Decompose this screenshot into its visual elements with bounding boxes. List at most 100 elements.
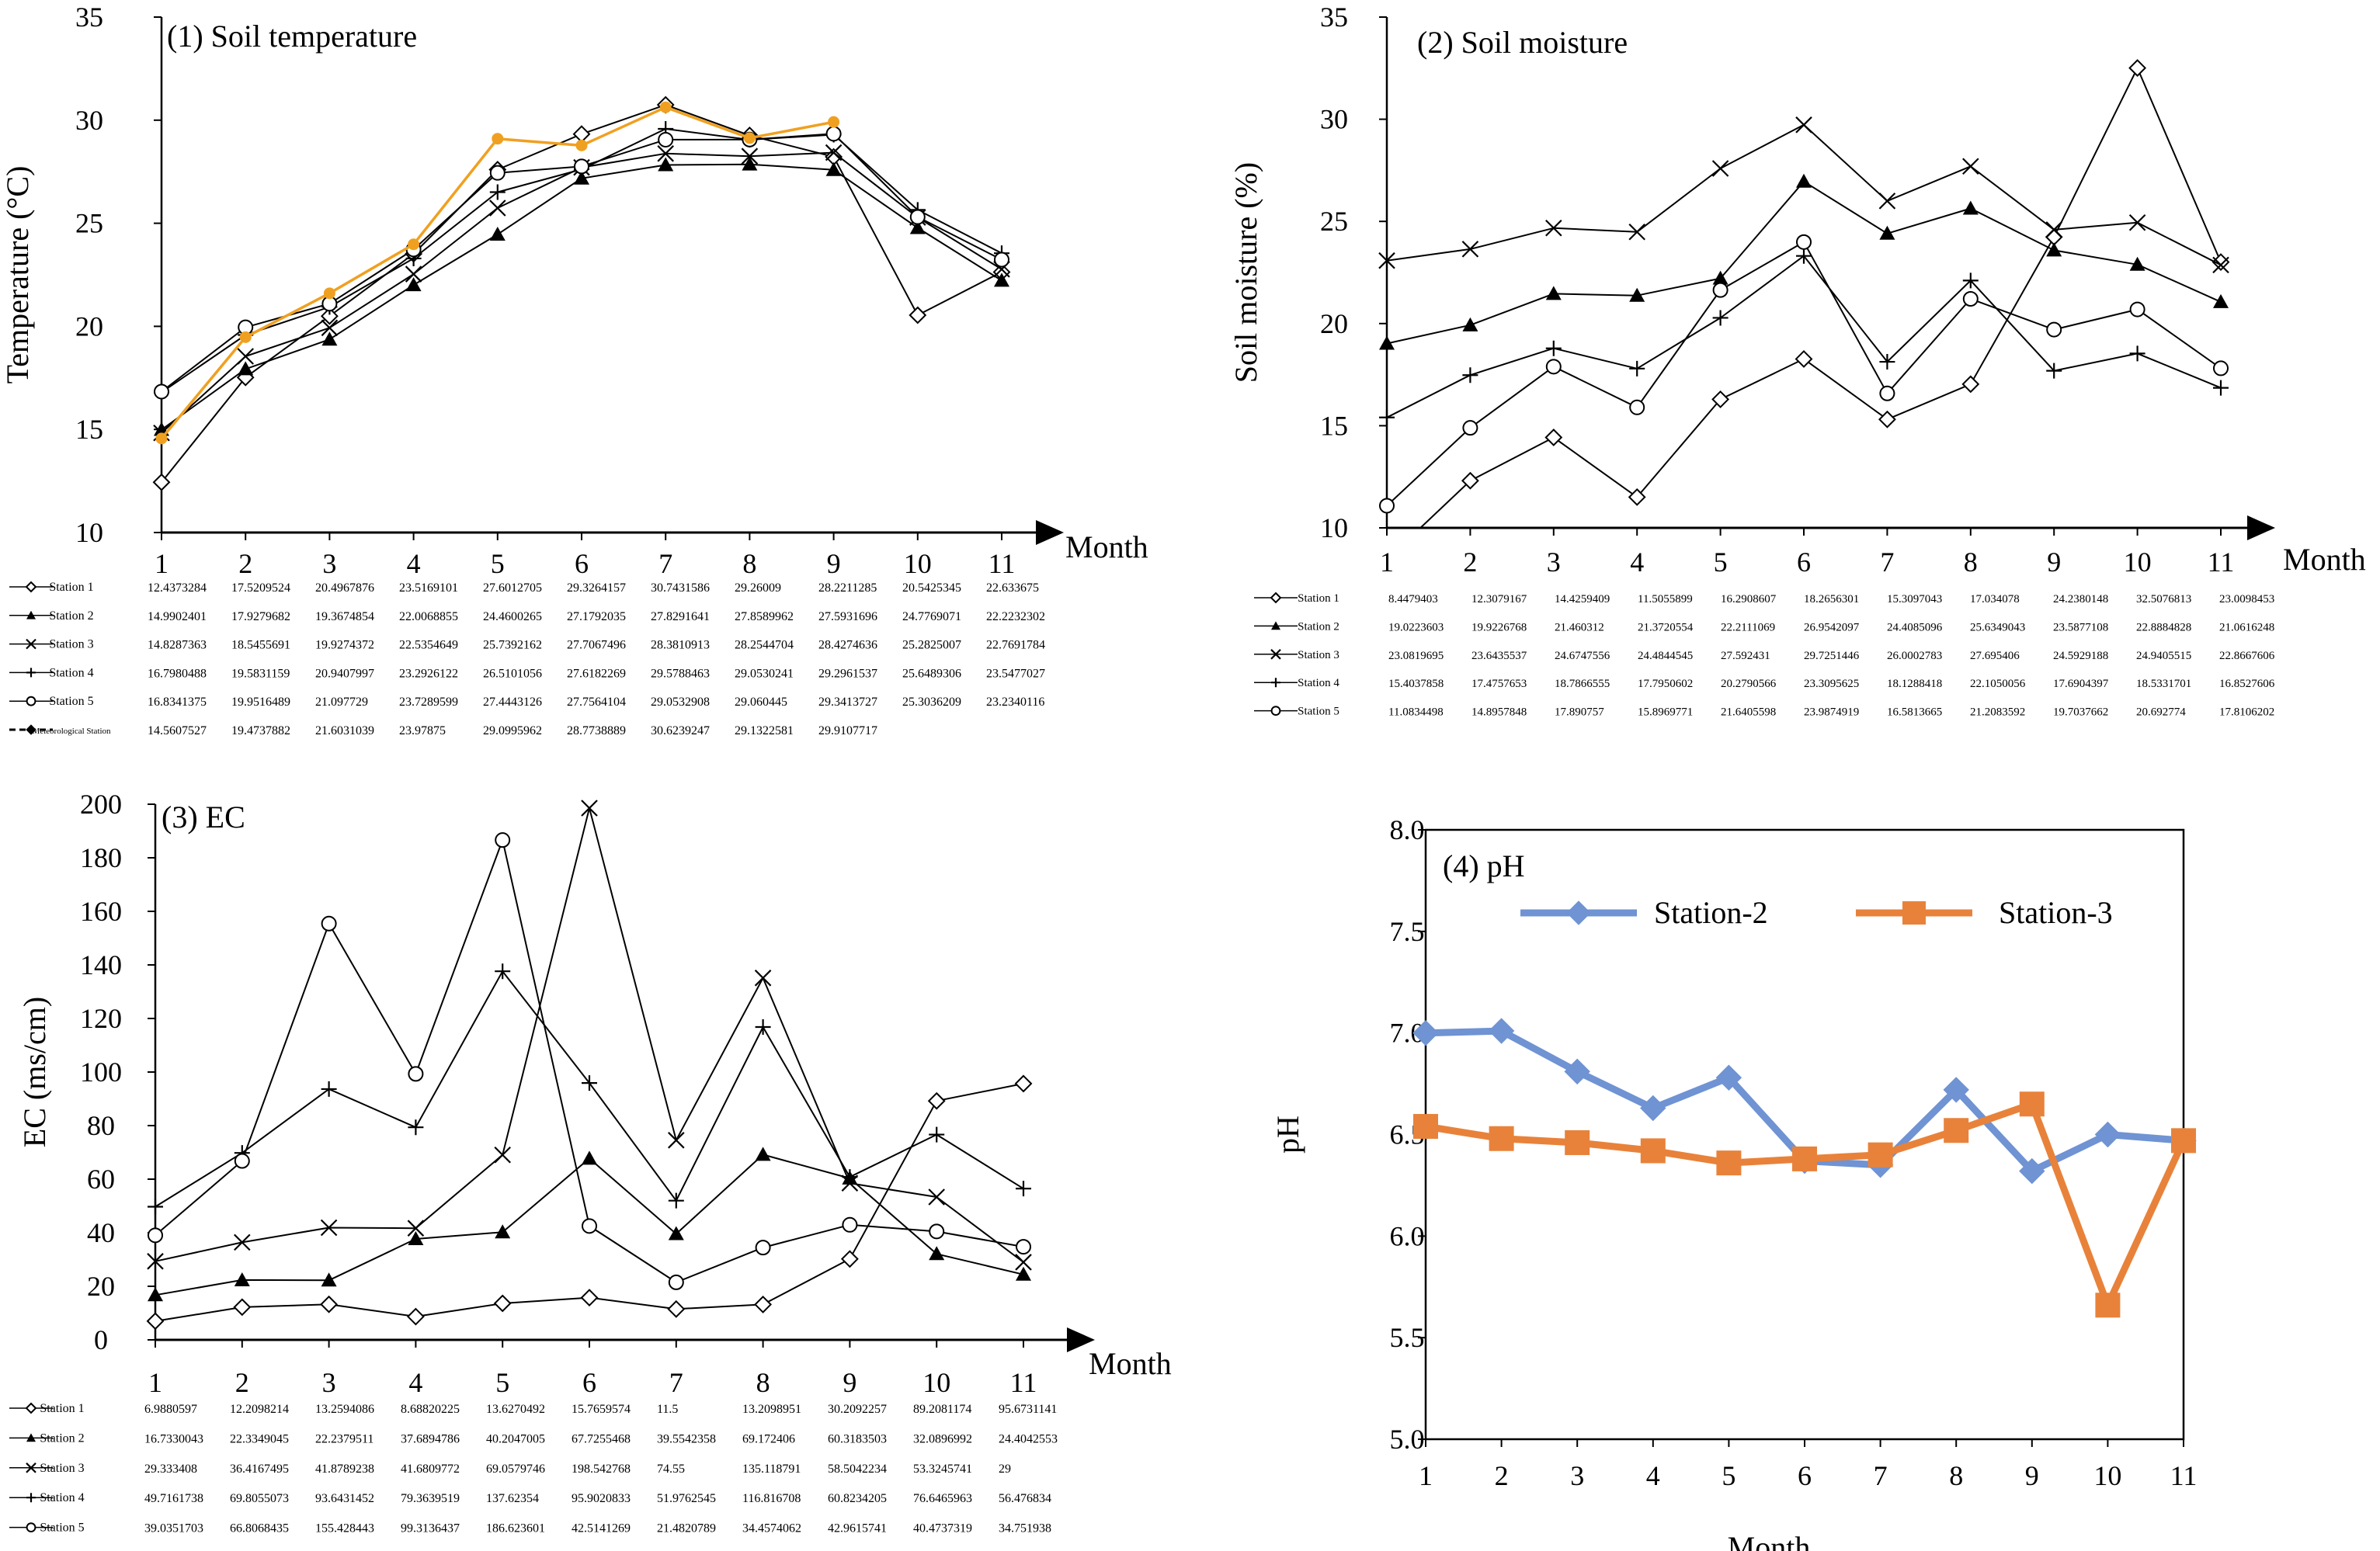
data-point bbox=[1014, 1074, 1033, 1093]
data-point bbox=[406, 1307, 425, 1326]
table-cell: 27.8589962 bbox=[735, 610, 794, 623]
data-point bbox=[494, 1146, 511, 1164]
table-cell: 15.8969771 bbox=[1638, 706, 1693, 719]
data-point bbox=[1545, 359, 1562, 375]
table-cell: 22.633675 bbox=[986, 581, 1039, 595]
data-point bbox=[658, 131, 674, 147]
x-tick-label: 4 bbox=[408, 1367, 422, 1398]
x-tick-label: 10 bbox=[922, 1367, 950, 1398]
table-cell: 41.8789238 bbox=[315, 1463, 374, 1476]
table-cell: 25.3036209 bbox=[902, 696, 961, 709]
table-cell: 23.97875 bbox=[399, 724, 446, 737]
y-tick-label: 15 bbox=[75, 414, 103, 445]
x-tick-label: 1 bbox=[1380, 546, 1394, 578]
y-tick-label: 30 bbox=[75, 105, 103, 136]
table-cell: 21.4820789 bbox=[657, 1522, 716, 1535]
data-point bbox=[1879, 225, 1895, 240]
table-cell: 39.5542358 bbox=[657, 1432, 716, 1445]
data-point bbox=[1461, 241, 1479, 258]
data-point bbox=[492, 133, 504, 145]
data-point bbox=[1489, 1126, 1514, 1151]
table-cell: 28.7738889 bbox=[567, 724, 626, 737]
data-point bbox=[147, 1253, 164, 1270]
x-tick-label: 2 bbox=[1495, 1460, 1509, 1491]
table-legend-marker bbox=[26, 610, 36, 619]
data-point bbox=[1629, 360, 1645, 376]
data-point bbox=[1545, 286, 1562, 300]
table-series-name: Station 2 bbox=[40, 1431, 84, 1445]
data-point bbox=[929, 1126, 945, 1143]
table-cell: 23.7289599 bbox=[399, 696, 458, 709]
y-axis-label: Temperature (°C) bbox=[0, 166, 35, 384]
data-point bbox=[323, 287, 335, 300]
x-tick-label: 6 bbox=[1797, 546, 1811, 578]
x-tick-label: 9 bbox=[827, 548, 841, 579]
table-row: Station 5 11.0834498 14.8957848 17.890757 15… bbox=[1254, 706, 2274, 719]
data-point bbox=[1796, 173, 1812, 188]
table-cell: 21.3720554 bbox=[1638, 621, 1694, 633]
y-tick-label: 60 bbox=[87, 1164, 115, 1195]
legend-marker bbox=[1566, 900, 1591, 925]
data-point bbox=[1796, 248, 1812, 264]
data-point bbox=[582, 1075, 597, 1091]
table-cell: 29.9107717 bbox=[818, 724, 877, 737]
chart-title: (4) pH bbox=[1443, 848, 1525, 883]
table-cell: 36.4167495 bbox=[230, 1463, 289, 1476]
table-cell: 69.8055073 bbox=[230, 1492, 289, 1505]
table-cell: 24.4042553 bbox=[999, 1432, 1058, 1445]
data-point bbox=[495, 832, 511, 848]
series-line bbox=[1425, 1100, 2187, 1309]
table-cell: 11.5 bbox=[657, 1403, 678, 1416]
table-cell: 19.4737882 bbox=[231, 724, 290, 737]
table-cell: 69.0579746 bbox=[486, 1463, 545, 1476]
x-tick-label: 2 bbox=[238, 548, 252, 579]
table-legend-marker bbox=[26, 1433, 36, 1442]
data-point bbox=[1629, 399, 1645, 415]
y-tick-label: 200 bbox=[80, 789, 122, 820]
series-5 bbox=[154, 126, 1009, 400]
data-point bbox=[929, 1223, 945, 1240]
data-point bbox=[574, 170, 589, 185]
data-point bbox=[1961, 375, 1980, 394]
table-cell: 28.4274636 bbox=[818, 639, 877, 652]
data-point bbox=[495, 963, 511, 980]
table-row: Station 4 15.4037858 17.4757653 18.7866555 1… bbox=[1254, 677, 2275, 690]
table-cell: 27.4443126 bbox=[483, 696, 542, 709]
table-cell: 49.7161738 bbox=[144, 1492, 203, 1505]
data-point bbox=[1628, 223, 1645, 241]
data-point bbox=[994, 272, 1009, 287]
x-tick-label: 8 bbox=[742, 548, 756, 579]
table-row: Station 2 19.0223603 19.9226768 21.460312 21… bbox=[1254, 620, 2274, 633]
data-point bbox=[909, 220, 926, 234]
data-point bbox=[1879, 354, 1895, 370]
table-series-name: Station 2 bbox=[1298, 620, 1339, 633]
x-tick-label: 9 bbox=[843, 1367, 856, 1398]
data-point bbox=[405, 277, 422, 292]
table-series-name: Meteorological Station bbox=[32, 727, 111, 736]
series-1 bbox=[1419, 59, 2230, 528]
data-point bbox=[1565, 1129, 1590, 1155]
table-cell: 18.5455691 bbox=[231, 639, 290, 652]
data-point bbox=[1379, 498, 1395, 514]
table-cell: 12.4373284 bbox=[148, 581, 207, 595]
x-tick-label: 5 bbox=[1714, 546, 1728, 578]
table-cell: 20.9407997 bbox=[315, 667, 374, 680]
y-tick-label: 20 bbox=[75, 311, 103, 342]
y-tick-label: 20 bbox=[1320, 308, 1348, 339]
x-tick-label: 6 bbox=[1798, 1460, 1812, 1491]
data-point bbox=[755, 1147, 771, 1161]
x-tick-label: 8 bbox=[1964, 546, 1978, 578]
table-cell: 60.8234205 bbox=[828, 1492, 887, 1505]
table-cell: 23.2926122 bbox=[399, 667, 458, 680]
x-tick-label: 5 bbox=[1722, 1460, 1735, 1491]
y-tick-label: 100 bbox=[80, 1057, 122, 1088]
table-cell: 20.2790566 bbox=[1721, 678, 1777, 690]
data-point bbox=[320, 1295, 339, 1313]
y-tick-label: 80 bbox=[87, 1110, 115, 1141]
table-cell: 22.2379511 bbox=[315, 1432, 374, 1445]
data-point bbox=[2213, 360, 2229, 376]
chart-panel-3: 0 20 40 60 80 100 120 140 160 180 200 1 2 3 4 5 6 7 8 9 10 11… bbox=[9, 789, 1172, 1535]
table-legend-marker bbox=[25, 581, 37, 593]
data-point bbox=[493, 1294, 512, 1313]
table-cell: 32.5076813 bbox=[2136, 593, 2191, 605]
